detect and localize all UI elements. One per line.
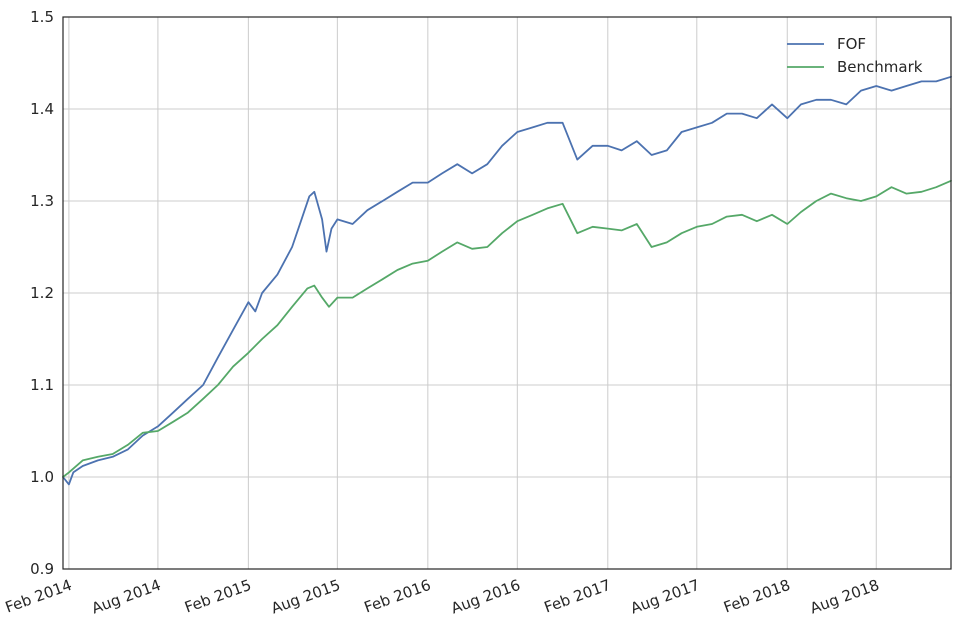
series-group xyxy=(62,75,952,486)
legend: FOF Benchmark xyxy=(787,35,923,76)
y-axis-ticks: 0.9 1.0 1.1 1.2 1.3 1.4 1.5 xyxy=(30,8,54,578)
y-tick-label: 0.9 xyxy=(30,560,54,578)
y-tick-label: 1.3 xyxy=(30,192,54,210)
y-tick-label: 1.0 xyxy=(30,468,54,486)
y-tick-label: 1.4 xyxy=(30,100,54,118)
y-tick-label: 1.1 xyxy=(30,376,54,394)
series-line-benchmark xyxy=(62,179,952,478)
legend-label-fof: FOF xyxy=(837,35,866,53)
plot-frame xyxy=(62,16,952,570)
y-tick-label: 1.2 xyxy=(30,284,54,302)
series-line-fof xyxy=(62,75,952,486)
grid xyxy=(63,16,951,570)
y-tick-label: 1.5 xyxy=(30,8,54,26)
legend-label-benchmark: Benchmark xyxy=(837,58,923,76)
